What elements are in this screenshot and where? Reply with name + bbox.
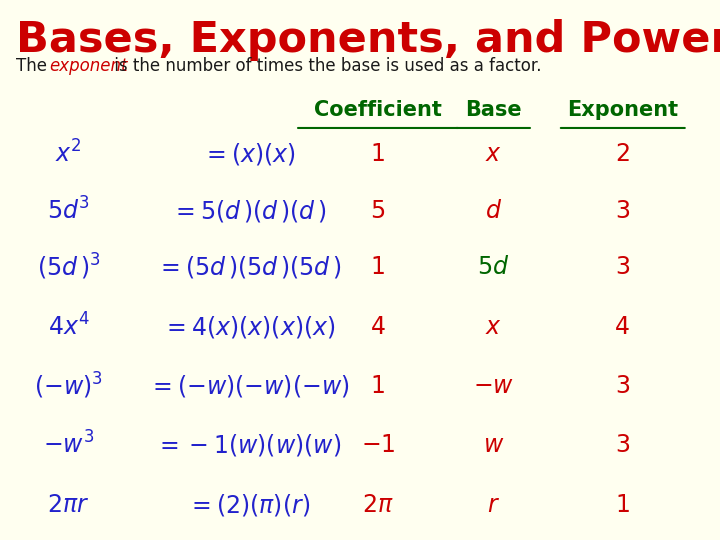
- Text: $x$: $x$: [485, 315, 502, 339]
- Text: Coefficient: Coefficient: [314, 100, 442, 120]
- Text: Base: Base: [465, 100, 521, 120]
- Text: $=(2)(\pi)(r)$: $=(2)(\pi)(r)$: [186, 492, 310, 518]
- Text: $4x^{4}$: $4x^{4}$: [48, 313, 89, 340]
- Text: 1: 1: [616, 493, 630, 517]
- Text: 4: 4: [371, 315, 385, 339]
- Text: $x^{2}$: $x^{2}$: [55, 140, 81, 167]
- Text: 5: 5: [370, 199, 386, 222]
- Text: 1: 1: [371, 374, 385, 398]
- Text: $-1$: $-1$: [361, 434, 395, 457]
- Text: $-w^{3}$: $-w^{3}$: [42, 432, 94, 459]
- Text: $(-w)^{3}$: $(-w)^{3}$: [34, 371, 103, 401]
- Text: $=5(d\,)(d\,)(d\,)$: $=5(d\,)(d\,)(d\,)$: [171, 198, 326, 224]
- Text: $2\pi$: $2\pi$: [362, 493, 394, 517]
- Text: 3: 3: [616, 434, 630, 457]
- Text: $-w$: $-w$: [472, 374, 514, 398]
- Text: exponent: exponent: [49, 57, 127, 75]
- Text: $d$: $d$: [485, 199, 502, 222]
- Text: 3: 3: [616, 374, 630, 398]
- Text: $5d$: $5d$: [477, 255, 509, 279]
- Text: 4: 4: [616, 315, 630, 339]
- Text: is the number of times the base is used as a factor.: is the number of times the base is used …: [109, 57, 542, 75]
- Text: $(5d\,)^{3}$: $(5d\,)^{3}$: [37, 252, 100, 282]
- Text: $2\pi r$: $2\pi r$: [48, 493, 89, 517]
- Text: $w$: $w$: [482, 434, 504, 457]
- Text: $=(-w)(-w)(-w)$: $=(-w)(-w)(-w)$: [148, 373, 349, 399]
- Text: The: The: [16, 57, 52, 75]
- Text: Bases, Exponents, and Powers: Bases, Exponents, and Powers: [16, 19, 720, 61]
- Text: 3: 3: [616, 255, 630, 279]
- Text: 1: 1: [371, 255, 385, 279]
- Text: 3: 3: [616, 199, 630, 222]
- Text: $x$: $x$: [485, 142, 502, 166]
- Text: 2: 2: [616, 142, 630, 166]
- Text: $=(x)(x)$: $=(x)(x)$: [202, 141, 295, 167]
- Text: $5d^{3}$: $5d^{3}$: [47, 197, 90, 224]
- Text: $=4(x)(x)(x)(x)$: $=4(x)(x)(x)(x)$: [161, 314, 336, 340]
- Text: Exponent: Exponent: [567, 100, 678, 120]
- Text: $r$: $r$: [487, 493, 500, 517]
- Text: 1: 1: [371, 142, 385, 166]
- Text: $=-1(w)(w)(w)$: $=-1(w)(w)(w)$: [156, 433, 341, 458]
- Text: $=(5d\,)(5d\,)(5d\,)$: $=(5d\,)(5d\,)(5d\,)$: [156, 254, 341, 280]
